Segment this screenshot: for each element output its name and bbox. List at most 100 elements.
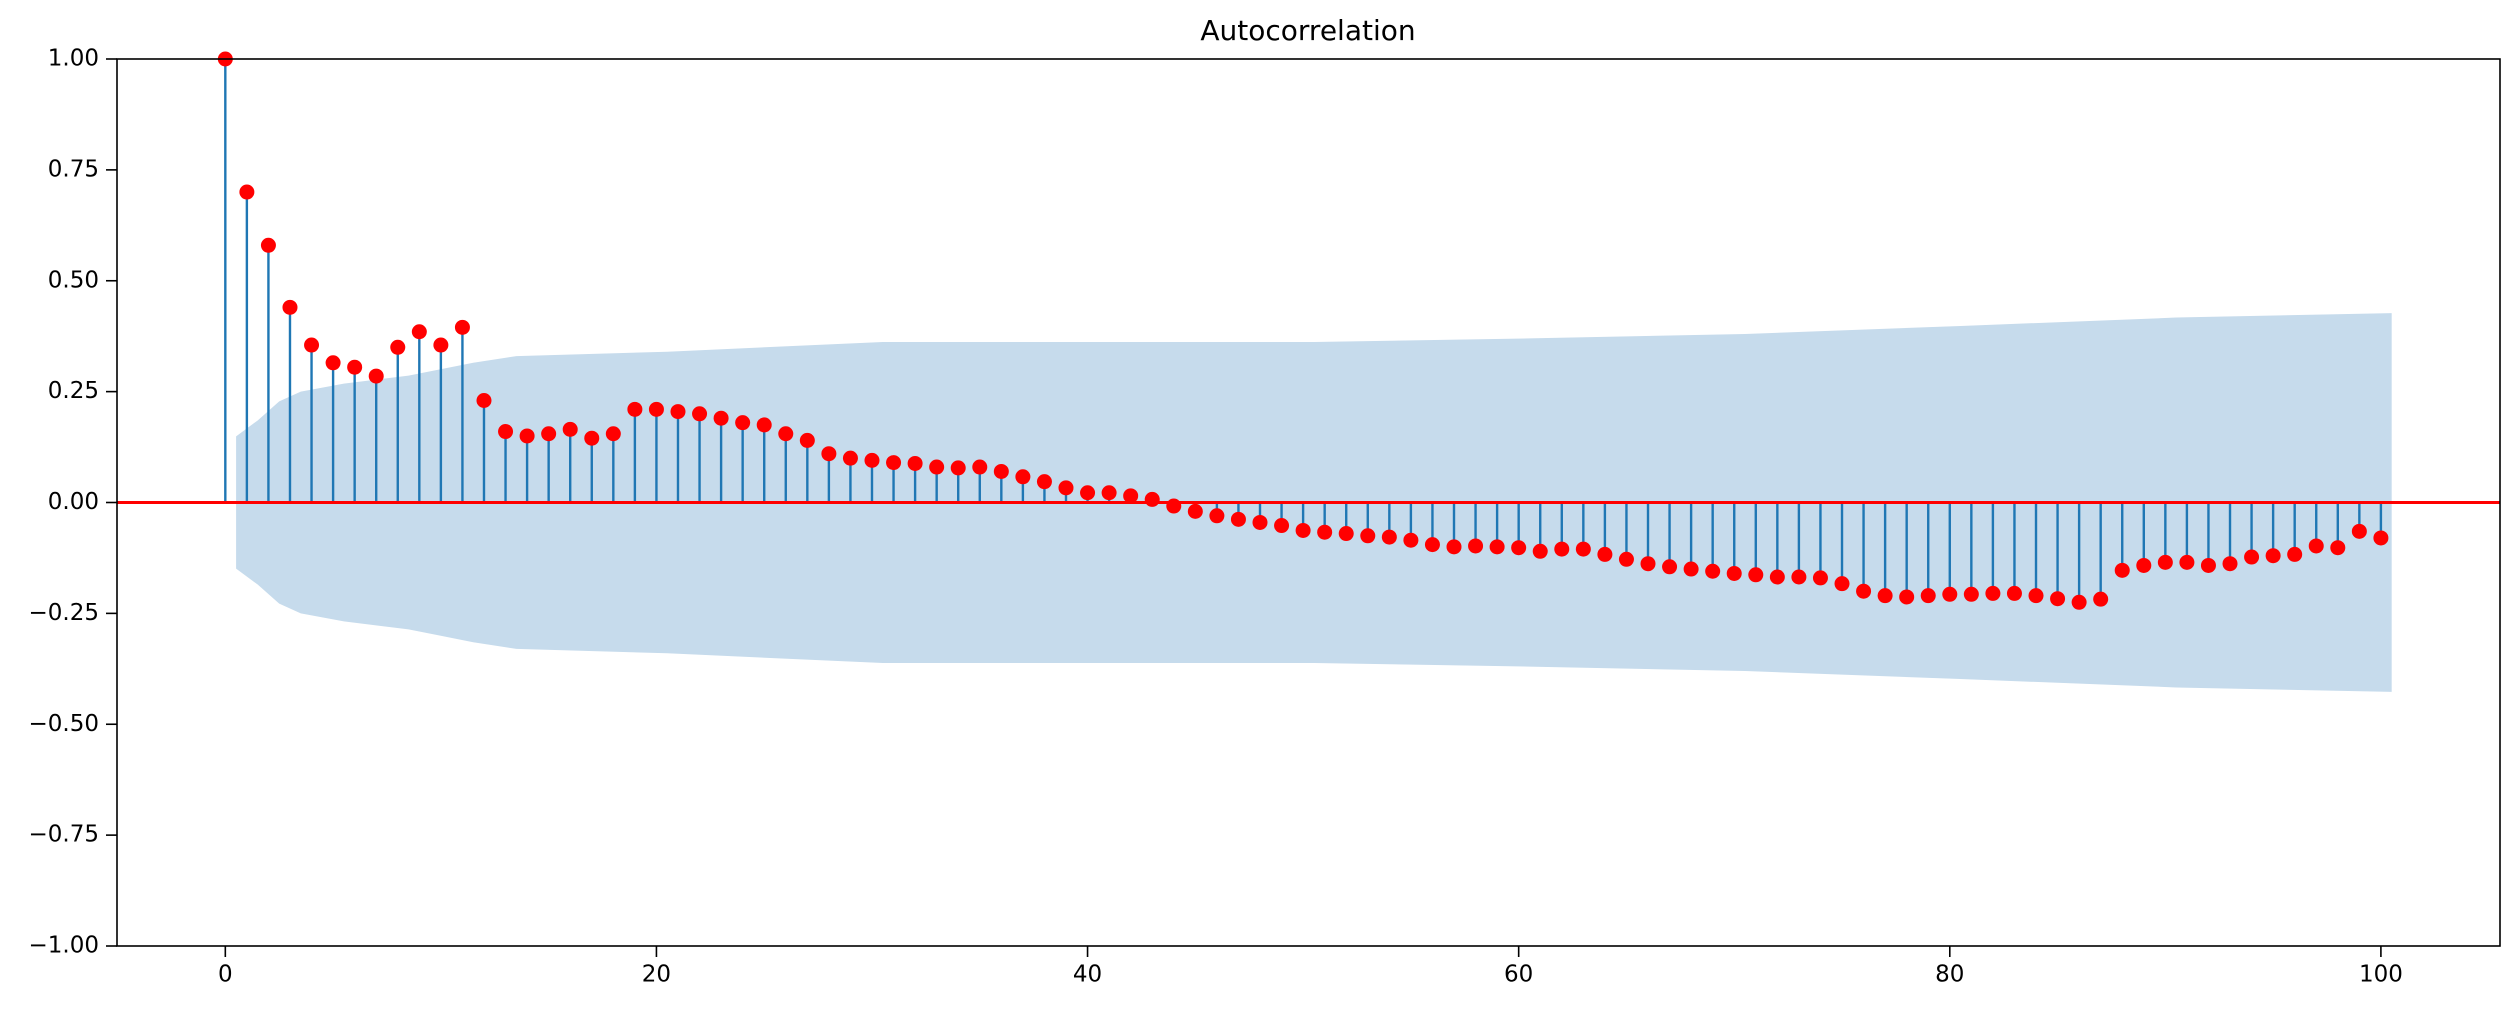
- marker: [1489, 539, 1505, 555]
- y-tick-label: 0.25: [48, 378, 99, 404]
- marker: [541, 426, 557, 442]
- marker: [519, 428, 535, 444]
- marker: [1920, 588, 1936, 604]
- marker: [972, 459, 988, 475]
- marker: [1834, 576, 1850, 592]
- marker: [1963, 586, 1979, 602]
- marker: [1187, 503, 1203, 519]
- marker: [347, 359, 363, 375]
- marker: [950, 460, 966, 476]
- marker: [1532, 543, 1548, 559]
- marker: [1166, 498, 1182, 514]
- marker: [735, 415, 751, 431]
- marker: [1812, 570, 1828, 586]
- marker: [390, 339, 406, 355]
- marker: [1015, 469, 1031, 485]
- x-tick-label: 20: [642, 962, 671, 988]
- marker: [2028, 588, 2044, 604]
- y-tick-label: 0.00: [48, 489, 99, 515]
- marker: [756, 417, 772, 433]
- marker: [864, 452, 880, 468]
- marker: [1942, 586, 1958, 602]
- y-tick-label: 1.00: [48, 46, 99, 72]
- marker: [2244, 549, 2260, 565]
- marker: [2050, 591, 2066, 607]
- marker: [1769, 569, 1785, 585]
- marker: [2114, 562, 2130, 578]
- marker: [1036, 474, 1052, 490]
- chart-title: Autocorrelation: [1200, 14, 1415, 47]
- marker: [821, 446, 837, 462]
- marker: [2330, 540, 2346, 556]
- marker: [2351, 523, 2367, 539]
- marker: [1726, 565, 1742, 581]
- marker: [648, 401, 664, 417]
- marker: [1381, 529, 1397, 545]
- marker: [1877, 588, 1893, 604]
- marker: [1446, 539, 1462, 555]
- marker: [692, 406, 708, 422]
- marker: [1683, 561, 1699, 577]
- marker: [498, 424, 514, 440]
- marker: [2136, 557, 2152, 573]
- marker: [605, 426, 621, 442]
- marker: [1252, 514, 1268, 530]
- marker: [2308, 538, 2324, 554]
- marker: [1080, 485, 1096, 501]
- marker: [433, 337, 449, 353]
- marker: [368, 368, 384, 384]
- y-tick-label: 0.50: [48, 267, 99, 293]
- y-tick-label: 0.75: [48, 156, 99, 182]
- x-tick-label: 40: [1073, 962, 1102, 988]
- marker: [2006, 585, 2022, 601]
- marker: [1403, 532, 1419, 548]
- marker: [476, 392, 492, 408]
- y-tick-label: −0.75: [29, 822, 99, 848]
- marker: [907, 455, 923, 471]
- marker: [778, 426, 794, 442]
- marker: [929, 459, 945, 475]
- marker: [1554, 541, 1570, 557]
- marker: [1618, 551, 1634, 567]
- marker: [842, 450, 858, 466]
- marker: [2071, 594, 2087, 610]
- marker: [627, 401, 643, 417]
- marker: [1791, 569, 1807, 585]
- marker: [304, 337, 320, 353]
- y-tick-label: −0.50: [29, 711, 99, 737]
- marker: [1058, 480, 1074, 496]
- marker: [1511, 540, 1527, 556]
- marker: [2200, 557, 2216, 573]
- x-tick-label: 60: [1504, 962, 1533, 988]
- marker: [1468, 538, 1484, 554]
- marker: [2093, 591, 2109, 607]
- marker: [2179, 554, 2195, 570]
- marker: [1209, 508, 1225, 524]
- marker: [1705, 563, 1721, 579]
- marker: [2287, 546, 2303, 562]
- marker: [993, 463, 1009, 479]
- marker: [713, 410, 729, 426]
- marker: [886, 455, 902, 471]
- marker: [1101, 485, 1117, 501]
- marker: [325, 355, 341, 371]
- x-tick-label: 0: [218, 962, 233, 988]
- marker: [1230, 511, 1246, 527]
- marker: [411, 324, 427, 340]
- marker: [1899, 589, 1915, 605]
- marker: [1856, 583, 1872, 599]
- marker: [584, 430, 600, 446]
- marker: [2157, 554, 2173, 570]
- marker: [562, 421, 578, 437]
- marker: [1295, 522, 1311, 538]
- marker: [1123, 488, 1139, 504]
- marker: [670, 404, 686, 420]
- marker: [2222, 556, 2238, 572]
- marker: [1317, 524, 1333, 540]
- marker: [1985, 585, 2001, 601]
- marker: [1360, 528, 1376, 544]
- x-tick-label: 80: [1935, 962, 1964, 988]
- marker: [1338, 526, 1354, 542]
